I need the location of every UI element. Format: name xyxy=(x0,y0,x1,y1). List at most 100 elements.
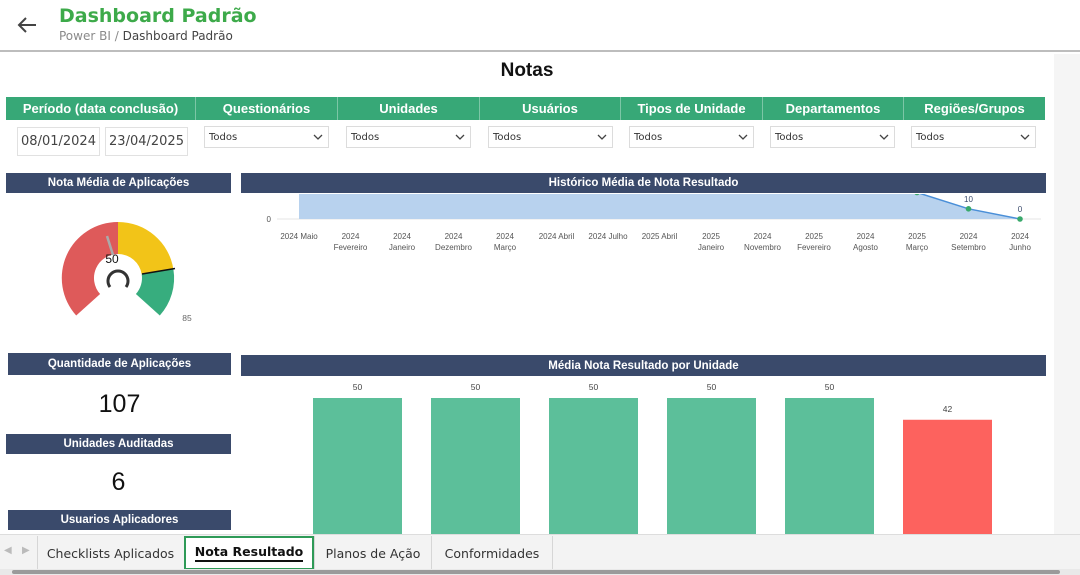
gauge-mid-label: 50 xyxy=(105,252,119,266)
breadcrumb: Power BI / Dashboard Padrão xyxy=(59,29,233,43)
chevron-down-icon xyxy=(1020,134,1030,140)
date-end-input[interactable]: 23/04/2025 xyxy=(105,127,188,156)
bar-value-label: 50 xyxy=(707,382,717,392)
x-tick-label: 2024 xyxy=(393,232,411,241)
x-tick-label: 2024 Julho xyxy=(588,232,628,241)
x-tick-label: 2024 Abril xyxy=(539,232,575,241)
x-tick-label: 2024 xyxy=(960,232,978,241)
date-start-input[interactable]: 08/01/2024 xyxy=(17,127,100,156)
history-area-chart[interactable]: 050100 1002024 Maio752024Fevereiro722024… xyxy=(241,194,1046,344)
data-label: 0 xyxy=(1018,205,1023,214)
data-label: 10 xyxy=(964,195,973,204)
x-tick-label: 2024 xyxy=(857,232,875,241)
departamentos-dropdown[interactable]: Todos xyxy=(770,126,895,148)
arrow-left-icon xyxy=(17,17,36,33)
dropdown-value: Todos xyxy=(775,131,804,143)
dropdown-value: Todos xyxy=(209,131,238,143)
data-point[interactable] xyxy=(1017,216,1023,222)
x-tick-label: Novembro xyxy=(744,243,781,252)
users-panel-header: Usuarios Aplicadores xyxy=(8,510,231,530)
regioes-dropdown[interactable]: Todos xyxy=(911,126,1036,148)
x-tick-label: Junho xyxy=(1009,243,1031,252)
usuarios-dropdown[interactable]: Todos xyxy=(488,126,613,148)
qty-value: 107 xyxy=(98,390,141,418)
data-point[interactable] xyxy=(965,206,972,212)
x-tick-label: 2024 Maio xyxy=(280,232,318,241)
tab-next-icon[interactable]: ▶ xyxy=(22,545,30,556)
filter-header-departamentos: Departamentos xyxy=(763,97,904,120)
horizontal-scrollbar[interactable] xyxy=(0,569,1080,575)
breadcrumb-current: Dashboard Padrão xyxy=(122,29,233,43)
x-tick-label: Janeiro xyxy=(389,243,416,252)
bar-marks: 50 50 50 50 50 42 xyxy=(313,382,992,534)
tipos-unidade-dropdown[interactable]: Todos xyxy=(629,126,754,148)
x-tick-label: 2024 xyxy=(754,232,772,241)
dropdown-value: Todos xyxy=(634,131,663,143)
filter-header-questionarios: Questionários xyxy=(196,97,338,120)
gauge-chart[interactable]: 50 85 0 100 42 xyxy=(40,194,210,334)
area-fill xyxy=(299,194,1020,219)
chevron-down-icon xyxy=(879,134,889,140)
filter-header-unidades: Unidades xyxy=(338,97,480,120)
filter-header-tipos-unidade: Tipos de Unidade xyxy=(621,97,763,120)
x-tick-label: 2025 xyxy=(908,232,926,241)
units-panel-header: Unidades Auditadas xyxy=(6,434,231,454)
gauge-hub-icon xyxy=(106,269,130,288)
bar[interactable] xyxy=(549,398,638,534)
page-tabs-bar: ◀ ▶ Checklists Aplicados Nota Resultado … xyxy=(0,534,1080,570)
back-button[interactable] xyxy=(14,12,40,38)
dropdown-value: Todos xyxy=(916,131,945,143)
tab-conformidades[interactable]: Conformidades xyxy=(431,536,553,570)
unidades-dropdown[interactable]: Todos xyxy=(346,126,471,148)
bar[interactable] xyxy=(903,419,992,534)
y-tick-label: 0 xyxy=(267,215,272,224)
bar[interactable] xyxy=(785,398,874,534)
bar[interactable] xyxy=(667,398,756,534)
units-value: 6 xyxy=(111,468,126,496)
tab-prev-icon[interactable]: ◀ xyxy=(4,545,12,556)
filter-header-bar: Período (data conclusão) Questionários U… xyxy=(6,97,1045,120)
report-canvas: Notas Período (data conclusão) Questioná… xyxy=(0,54,1054,534)
x-tick-label: 2025 xyxy=(702,232,720,241)
bar-value-label: 50 xyxy=(353,382,363,392)
chevron-down-icon xyxy=(738,134,748,140)
x-tick-label: Fevereiro xyxy=(334,243,368,252)
gauge-segment-green xyxy=(135,269,175,316)
chevron-down-icon xyxy=(597,134,607,140)
unit-bar-chart[interactable]: 50 50 50 50 50 42 xyxy=(241,376,1046,534)
gauge-segment-red xyxy=(61,221,118,316)
bar-value-label: 50 xyxy=(471,382,481,392)
x-tick-label: 2024 xyxy=(496,232,514,241)
data-point[interactable] xyxy=(914,194,920,196)
bar-value-label: 50 xyxy=(589,382,599,392)
gauge-target-label: 85 xyxy=(182,313,192,323)
chevron-down-icon xyxy=(455,134,465,140)
dropdown-value: Todos xyxy=(493,131,522,143)
x-tick-label: Agosto xyxy=(853,243,878,252)
x-tick-label: 2024 xyxy=(445,232,463,241)
x-tick-label: 2024 xyxy=(1011,232,1029,241)
gauge-panel-header: Nota Média de Aplicações xyxy=(6,173,231,193)
questionarios-dropdown[interactable]: Todos xyxy=(204,126,329,148)
gauge-needle xyxy=(105,235,115,256)
bar[interactable] xyxy=(431,398,520,534)
filter-header-periodo: Período (data conclusão) xyxy=(6,97,196,120)
bar[interactable] xyxy=(313,398,402,534)
x-tick-label: Dezembro xyxy=(435,243,472,252)
vertical-scroll-gutter xyxy=(1054,54,1080,534)
dropdown-value: Todos xyxy=(351,131,380,143)
tab-checklists-aplicados[interactable]: Checklists Aplicados xyxy=(37,536,183,570)
bar-value-label: 50 xyxy=(825,382,835,392)
scrollbar-thumb[interactable] xyxy=(12,570,1060,574)
tab-planos-de-acao[interactable]: Planos de Ação xyxy=(314,536,431,570)
tab-nota-resultado[interactable]: Nota Resultado xyxy=(184,536,314,570)
gauge-segment-yellow xyxy=(118,221,174,275)
filter-header-usuarios: Usuários xyxy=(480,97,621,120)
bar-value-label: 42 xyxy=(943,404,953,414)
history-chart-header: Histórico Média de Nota Resultado xyxy=(241,173,1046,193)
breadcrumb-separator: / xyxy=(114,29,119,43)
unit-bar-chart-header: Média Nota Resultado por Unidade xyxy=(241,355,1046,376)
breadcrumb-root[interactable]: Power BI xyxy=(59,29,111,43)
app-title: Dashboard Padrão xyxy=(59,5,257,27)
